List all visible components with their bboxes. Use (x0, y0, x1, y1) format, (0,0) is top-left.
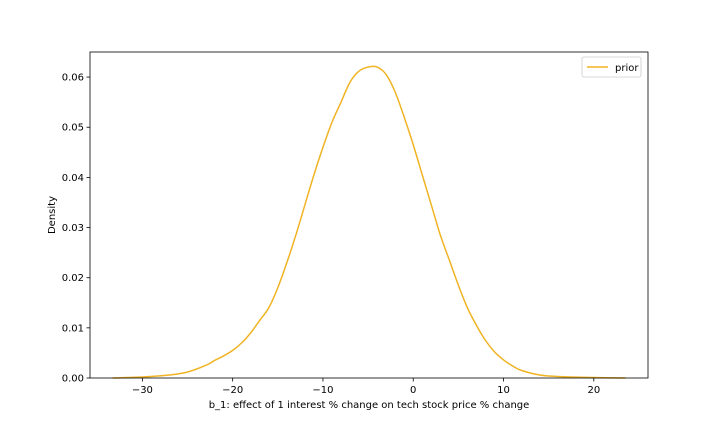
plot-area (90, 52, 648, 378)
y-tick-label: 0.04 (62, 173, 84, 184)
x-tick-label: −30 (132, 385, 153, 396)
y-tick-label: 0.03 (62, 223, 84, 234)
series-group (112, 65, 626, 379)
x-axis-label: b_1: effect of 1 interest % change on te… (209, 400, 530, 411)
y-tick-label: 0.02 (62, 273, 84, 284)
x-tick-label: 0 (410, 385, 416, 396)
legend-label-prior: prior (615, 63, 639, 74)
y-tick-label: 0.01 (62, 323, 84, 334)
y-tick-label: 0.00 (62, 374, 84, 385)
plot-frame (89, 51, 649, 379)
y-tick-label: 0.05 (62, 123, 84, 134)
legend-box (581, 56, 642, 78)
x-tick-label: 20 (587, 385, 600, 396)
y-axis-ticks: 0.00 0.01 0.02 0.03 0.04 0.05 0.06 (62, 73, 90, 385)
x-tick-label: −20 (222, 385, 243, 396)
series-line-prior (112, 65, 626, 379)
x-axis-ticks: −30 −20 −10 0 10 20 (132, 378, 600, 396)
y-axis-label: Density (47, 196, 58, 234)
x-tick-label: −10 (312, 385, 333, 396)
legend: prior (581, 56, 642, 78)
y-tick-label: 0.06 (62, 73, 84, 84)
x-tick-label: 10 (497, 385, 510, 396)
